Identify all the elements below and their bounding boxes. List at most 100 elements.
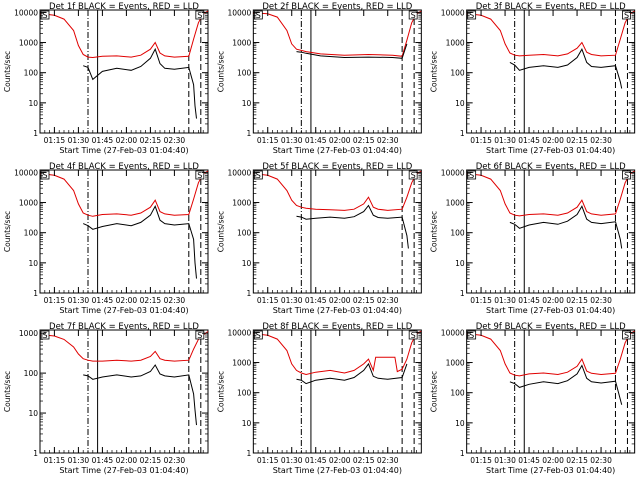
y-tick-label: 100 xyxy=(237,229,252,238)
y-tick-label: 10000 xyxy=(227,328,251,337)
x-tick-label: 01:30 xyxy=(68,456,90,465)
x-tick-label: 02:15 xyxy=(566,456,588,465)
x-tick-label: 02:00 xyxy=(116,136,138,145)
marker-box-right xyxy=(408,330,418,340)
y-tick-label: 10 xyxy=(455,419,465,428)
marker-right: S xyxy=(411,331,416,340)
y-tick-label: 1 xyxy=(33,289,38,298)
x-tick-label: 01:45 xyxy=(92,456,114,465)
y-tick-label: 100 xyxy=(24,229,39,238)
x-tick-label: 02:15 xyxy=(353,136,375,145)
y-axis-label: Counts/sec xyxy=(430,211,439,252)
plot-frame xyxy=(252,329,422,454)
y-tick-label: 100 xyxy=(24,69,39,78)
y-tick-label: 10 xyxy=(28,409,38,418)
x-tick-label: 02:15 xyxy=(140,136,162,145)
x-tick-label: 01:15 xyxy=(470,456,492,465)
marker-box-right xyxy=(622,330,631,340)
x-tick-label: 01:45 xyxy=(518,456,540,465)
marker-box-right xyxy=(622,170,631,180)
y-tick-label: 1000 xyxy=(19,329,38,338)
x-tick-label: 02:30 xyxy=(377,296,399,305)
series-events-line xyxy=(509,364,623,405)
series-lld-line xyxy=(40,10,208,59)
x-tick-label: 02:15 xyxy=(566,296,588,305)
series-events-line xyxy=(296,204,409,249)
x-tick-label: 01:15 xyxy=(470,296,492,305)
x-tick-label: 02:00 xyxy=(542,296,564,305)
marker-right: S xyxy=(197,11,202,20)
y-axis-label: Counts/sec xyxy=(216,371,225,412)
x-tick-label: 02:00 xyxy=(542,456,564,465)
marker-right: S xyxy=(411,171,416,180)
y-tick-label: 100 xyxy=(450,389,465,398)
marker-right: S xyxy=(197,171,202,180)
marker-right: S xyxy=(624,331,629,340)
x-tick-label: 02:30 xyxy=(164,296,186,305)
y-tick-label: 1 xyxy=(460,289,465,298)
chart-title: Det 6f BLACK = Events, RED = LLD xyxy=(476,162,626,172)
x-tick-label: 02:00 xyxy=(542,136,564,145)
x-tick-label: 02:15 xyxy=(140,456,162,465)
x-axis-label: Start Time (27-Feb-03 01:04:40) xyxy=(486,146,615,155)
y-tick-label: 10 xyxy=(28,259,38,268)
x-tick-label: 02:30 xyxy=(590,456,612,465)
marker-left: S xyxy=(256,331,261,340)
x-tick-label: 02:00 xyxy=(329,136,351,145)
y-tick-label: 100 xyxy=(237,69,252,78)
marker-left: S xyxy=(42,331,47,340)
x-tick-label: 02:00 xyxy=(329,456,351,465)
x-tick-label: 01:15 xyxy=(257,296,279,305)
marker-left: S xyxy=(469,171,474,180)
plot-frame xyxy=(39,9,209,134)
y-axis-label: Counts/sec xyxy=(430,51,439,92)
x-axis-label: Start Time (27-Feb-03 01:04:40) xyxy=(486,306,615,315)
y-tick-label: 10000 xyxy=(227,168,251,177)
x-tick-label: 01:30 xyxy=(494,136,516,145)
series-events-line xyxy=(509,48,623,89)
y-tick-label: 1000 xyxy=(232,359,251,368)
marker-box-right xyxy=(195,330,205,340)
series-lld-line xyxy=(253,170,422,211)
y-tick-label: 10000 xyxy=(14,168,38,177)
series-events-line xyxy=(82,205,197,279)
x-tick-label: 02:15 xyxy=(353,296,375,305)
y-axis-label: Counts/sec xyxy=(3,51,12,92)
x-tick-label: 01:15 xyxy=(44,456,66,465)
y-tick-label: 10000 xyxy=(441,328,465,337)
y-tick-label: 10 xyxy=(455,259,465,268)
y-tick-label: 1 xyxy=(460,449,465,458)
y-tick-label: 1000 xyxy=(232,39,251,48)
y-tick-label: 1 xyxy=(247,289,252,298)
series-lld-line xyxy=(40,331,208,362)
y-tick-label: 10000 xyxy=(441,8,465,17)
y-tick-label: 1 xyxy=(247,449,252,458)
marker-left: S xyxy=(469,331,474,340)
x-tick-label: 01:30 xyxy=(281,136,303,145)
plot-frame xyxy=(39,169,209,294)
chart-title: Det 4f BLACK = Events, RED = LLD xyxy=(49,162,199,172)
y-tick-label: 100 xyxy=(450,69,465,78)
x-axis-label: Start Time (27-Feb-03 01:04:40) xyxy=(59,146,188,155)
x-tick-label: 01:45 xyxy=(518,136,540,145)
x-tick-label: 02:30 xyxy=(164,456,186,465)
chart-title: Det 7f BLACK = Events, RED = LLD xyxy=(49,322,199,332)
marker-left: S xyxy=(256,171,261,180)
y-axis-label: Counts/sec xyxy=(216,211,225,252)
plot-frame xyxy=(39,329,209,454)
y-tick-label: 10 xyxy=(242,419,252,428)
marker-left: S xyxy=(469,11,474,20)
chart-title: Det 9f BLACK = Events, RED = LLD xyxy=(476,322,626,332)
x-tick-label: 01:45 xyxy=(518,296,540,305)
marker-box-right xyxy=(408,170,418,180)
x-tick-label: 02:15 xyxy=(353,456,375,465)
x-tick-label: 01:15 xyxy=(257,136,279,145)
y-tick-label: 10 xyxy=(455,99,465,108)
x-tick-label: 01:15 xyxy=(44,296,66,305)
